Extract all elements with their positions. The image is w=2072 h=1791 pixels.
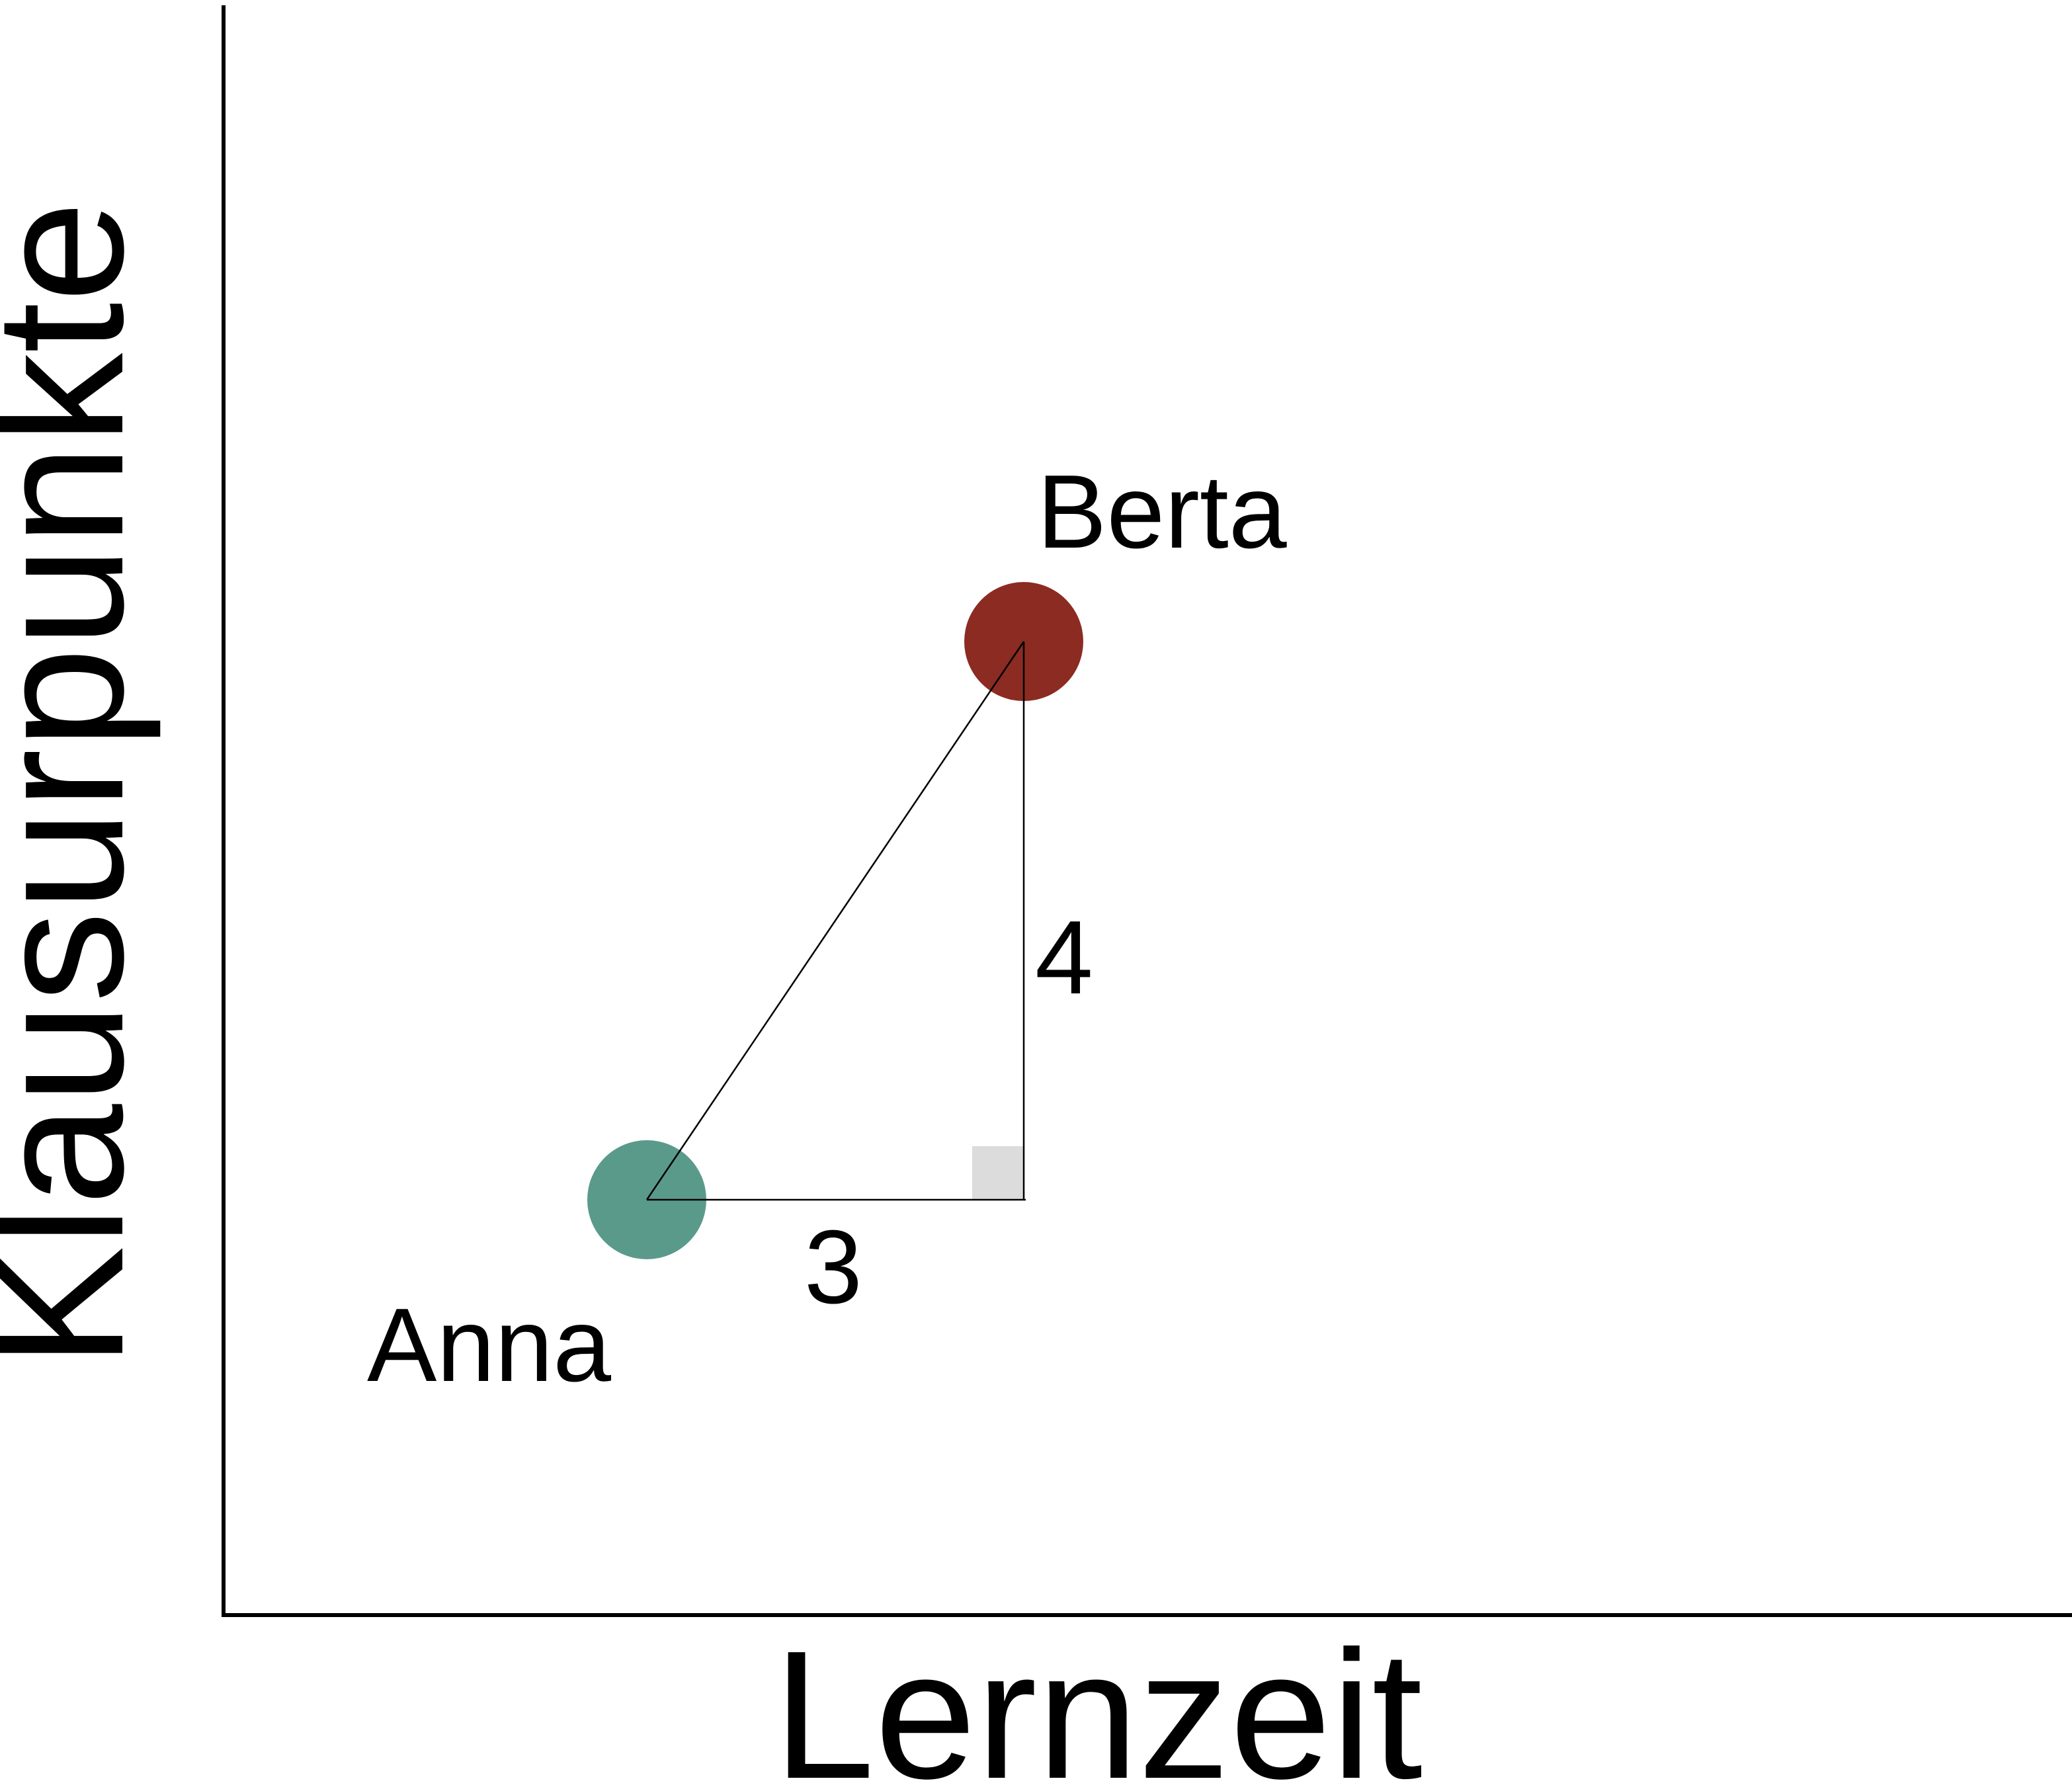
x-axis-label: Lernzeit — [773, 1613, 1423, 1791]
point-label-anna: Anna — [367, 1287, 611, 1403]
y-axis-label: Klausurpunkte — [0, 201, 162, 1368]
hypotenuse — [645, 641, 1025, 1200]
vertical-leg-label: 4 — [1035, 899, 1093, 1016]
right-angle-marker — [972, 1146, 1024, 1200]
point-label-berta: Berta — [1037, 454, 1287, 570]
horizontal-leg-label: 3 — [804, 1209, 862, 1325]
